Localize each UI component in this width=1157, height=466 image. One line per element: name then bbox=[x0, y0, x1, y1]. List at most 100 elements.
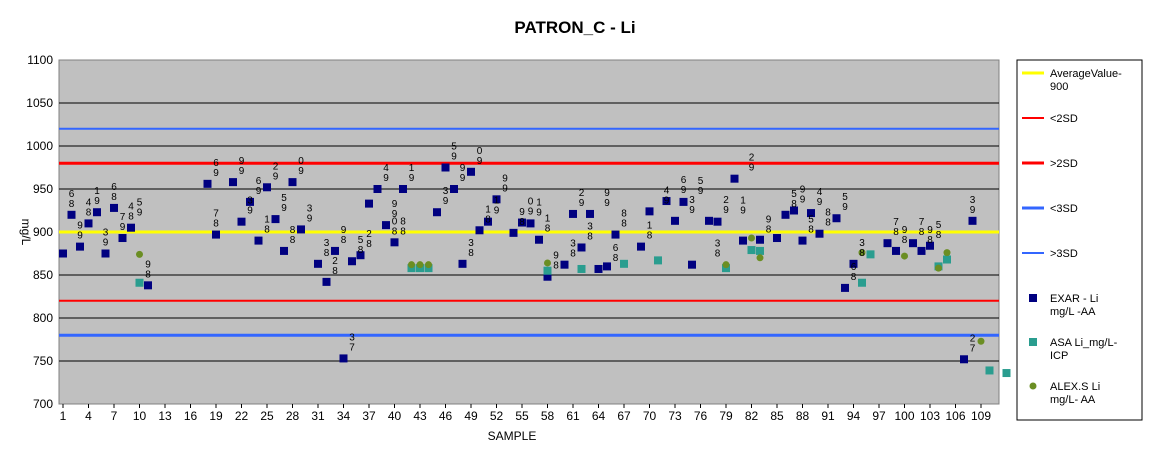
exar-point bbox=[798, 236, 807, 245]
x-tick-label: 76 bbox=[694, 409, 708, 423]
alex-point bbox=[425, 261, 432, 269]
x-tick-label: 19 bbox=[209, 409, 223, 423]
exar-point bbox=[390, 238, 399, 247]
exar-point bbox=[212, 230, 220, 239]
exar-point bbox=[271, 215, 280, 224]
exar-point bbox=[594, 264, 603, 273]
exar-point bbox=[662, 197, 671, 206]
alex-point bbox=[901, 252, 908, 260]
asa-point bbox=[747, 246, 756, 255]
x-tick-label: 52 bbox=[490, 409, 504, 423]
alex-point bbox=[935, 264, 942, 272]
exar-point bbox=[637, 242, 645, 251]
legend-label: EXAR - Li mg/L -AA bbox=[1050, 293, 1098, 318]
asa-point bbox=[866, 250, 875, 259]
x-tick-label: 31 bbox=[311, 409, 325, 423]
x-tick-label: 106 bbox=[945, 409, 965, 423]
exar-point bbox=[492, 195, 501, 204]
alex-point bbox=[748, 234, 755, 242]
y-axis-title: mg/L bbox=[19, 219, 33, 246]
exar-point bbox=[679, 197, 688, 206]
exar-point bbox=[458, 259, 467, 268]
y-tick-label: 950 bbox=[33, 182, 53, 196]
x-tick-label: 55 bbox=[515, 409, 529, 423]
x-tick-label: 67 bbox=[617, 409, 631, 423]
exar-point bbox=[790, 206, 798, 215]
x-tick-label: 16 bbox=[184, 409, 198, 423]
exar-point bbox=[144, 281, 152, 290]
exar-point bbox=[246, 197, 254, 206]
exar-point bbox=[484, 217, 492, 226]
exar-point bbox=[815, 229, 824, 238]
exar-point bbox=[203, 179, 212, 188]
exar-point bbox=[569, 209, 577, 218]
exar-point bbox=[730, 174, 739, 183]
exar-point bbox=[509, 228, 518, 237]
legend-box bbox=[1016, 59, 1143, 421]
alex-point bbox=[858, 249, 866, 257]
exar-point bbox=[756, 235, 764, 244]
x-tick-label: 61 bbox=[566, 409, 580, 423]
chart-title: PATRON_C - Li bbox=[514, 18, 635, 37]
exar-point bbox=[543, 272, 552, 281]
exar-point bbox=[254, 236, 263, 245]
exar-point bbox=[535, 235, 543, 244]
legend-swatch bbox=[1029, 382, 1037, 390]
exar-point bbox=[671, 216, 679, 225]
x-tick-label: 100 bbox=[894, 409, 914, 423]
legend-label: <2SD bbox=[1050, 113, 1078, 125]
exar-point bbox=[883, 239, 892, 248]
x-tick-label: 103 bbox=[920, 409, 940, 423]
x-tick-label: 97 bbox=[872, 409, 886, 423]
x-tick-label: 64 bbox=[592, 409, 606, 423]
exar-point bbox=[229, 178, 237, 187]
x-tick-label: 10 bbox=[133, 409, 147, 423]
exar-point bbox=[237, 217, 246, 226]
data-series bbox=[59, 163, 1011, 378]
x-tick-label: 88 bbox=[796, 409, 810, 423]
exar-point bbox=[288, 178, 297, 187]
asa-point bbox=[858, 278, 866, 287]
exar-point bbox=[84, 219, 93, 228]
x-tick-label: 49 bbox=[464, 409, 478, 423]
exar-point bbox=[314, 259, 322, 268]
y-tick-label: 1050 bbox=[26, 96, 53, 110]
